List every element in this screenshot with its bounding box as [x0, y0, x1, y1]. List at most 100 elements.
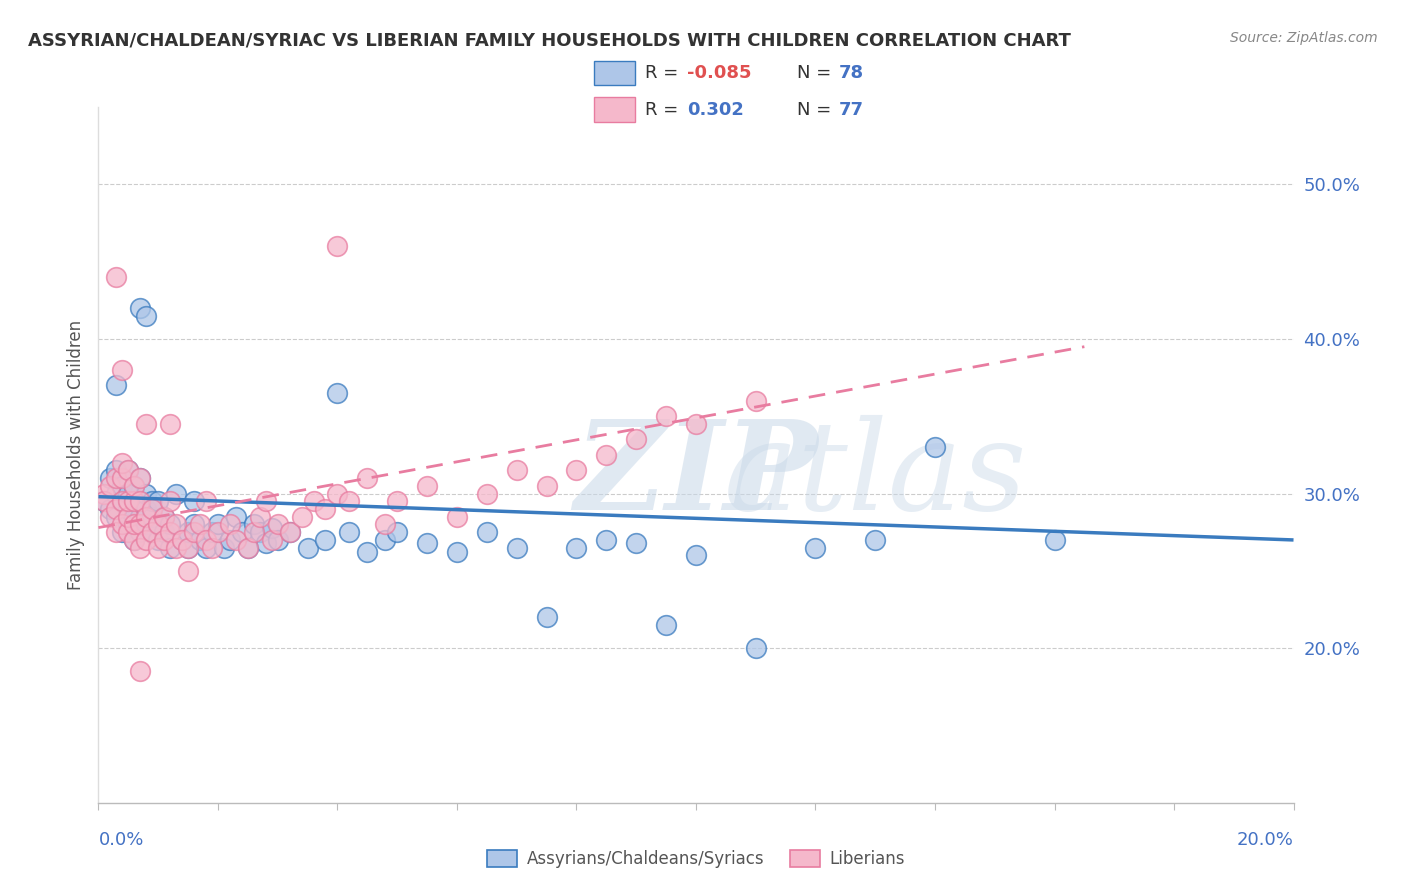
Point [153, 509, 176, 524]
Point [374, 533, 396, 547]
Point [111, 471, 134, 485]
Point [225, 509, 247, 524]
Point [260, 533, 283, 547]
Point [117, 494, 139, 508]
Point [685, 417, 707, 431]
Point [105, 463, 128, 477]
Point [135, 517, 157, 532]
Point [165, 486, 187, 500]
Text: ASSYRIAN/CHALDEAN/SYRIAC VS LIBERIAN FAMILY HOUSEHOLDS WITH CHILDREN CORRELATION: ASSYRIAN/CHALDEAN/SYRIAC VS LIBERIAN FAM… [28, 31, 1071, 49]
Point [236, 541, 259, 555]
Point [159, 525, 181, 540]
Point [148, 517, 170, 532]
Text: 20.0%: 20.0% [1237, 830, 1294, 848]
Point [117, 502, 139, 516]
Point [243, 525, 266, 540]
Point [93, 494, 115, 508]
Point [254, 494, 277, 508]
Point [124, 479, 146, 493]
Point [135, 417, 157, 431]
Point [153, 509, 176, 524]
Point [506, 541, 529, 555]
Point [385, 525, 409, 540]
Point [105, 270, 128, 285]
Point [745, 641, 768, 656]
Point [924, 440, 946, 454]
Point [129, 517, 152, 532]
Text: 0.0%: 0.0% [98, 830, 143, 848]
Point [207, 525, 229, 540]
Point [141, 525, 163, 540]
Point [129, 471, 152, 485]
Point [385, 494, 409, 508]
Point [201, 525, 224, 540]
Point [685, 549, 707, 563]
Text: atlas: atlas [724, 415, 1026, 537]
Point [326, 386, 349, 401]
Point [105, 486, 128, 500]
Point [124, 494, 146, 508]
Point [111, 494, 134, 508]
Point [194, 494, 218, 508]
Point [212, 541, 235, 555]
Point [475, 486, 498, 500]
Text: N =: N = [797, 101, 837, 119]
Point [804, 541, 827, 555]
Point [183, 517, 205, 532]
Bar [593, 97, 636, 122]
Point [624, 536, 647, 550]
Point [326, 239, 349, 253]
Point [506, 463, 529, 477]
Point [111, 517, 134, 532]
Point [93, 486, 115, 500]
Point [124, 494, 146, 508]
Point [153, 525, 176, 540]
Point [183, 494, 205, 508]
Point [416, 536, 439, 550]
Point [326, 486, 349, 500]
Point [243, 517, 266, 532]
Point [865, 533, 887, 547]
Point [135, 509, 157, 524]
Point [225, 533, 247, 547]
Text: Source: ZipAtlas.com: Source: ZipAtlas.com [1230, 31, 1378, 45]
Point [267, 533, 290, 547]
Point [117, 463, 139, 477]
Point [416, 479, 439, 493]
Point [141, 494, 163, 508]
Text: 77: 77 [838, 101, 863, 119]
Point [124, 479, 146, 493]
Point [148, 517, 170, 532]
Text: 0.302: 0.302 [688, 101, 744, 119]
Point [105, 525, 128, 540]
Point [124, 533, 146, 547]
Point [111, 479, 134, 493]
Bar [593, 62, 636, 86]
Point [124, 533, 146, 547]
Text: -0.085: -0.085 [688, 64, 751, 82]
Point [194, 533, 218, 547]
Point [254, 536, 277, 550]
Point [172, 533, 194, 547]
Point [111, 525, 134, 540]
Point [1043, 533, 1066, 547]
Point [135, 486, 157, 500]
Point [129, 665, 152, 679]
Point [129, 494, 152, 508]
Legend: Assyrians/Chaldeans/Syriacs, Liberians: Assyrians/Chaldeans/Syriacs, Liberians [481, 843, 911, 874]
Point [183, 525, 205, 540]
Point [565, 463, 588, 477]
Point [290, 509, 312, 524]
Point [624, 433, 647, 447]
Point [148, 541, 170, 555]
Point [475, 525, 498, 540]
Point [356, 471, 378, 485]
Point [219, 517, 242, 532]
Text: R =: R = [645, 101, 690, 119]
Point [177, 541, 200, 555]
Point [117, 486, 139, 500]
Point [339, 494, 360, 508]
Point [148, 494, 170, 508]
Point [194, 541, 218, 555]
Point [117, 509, 139, 524]
